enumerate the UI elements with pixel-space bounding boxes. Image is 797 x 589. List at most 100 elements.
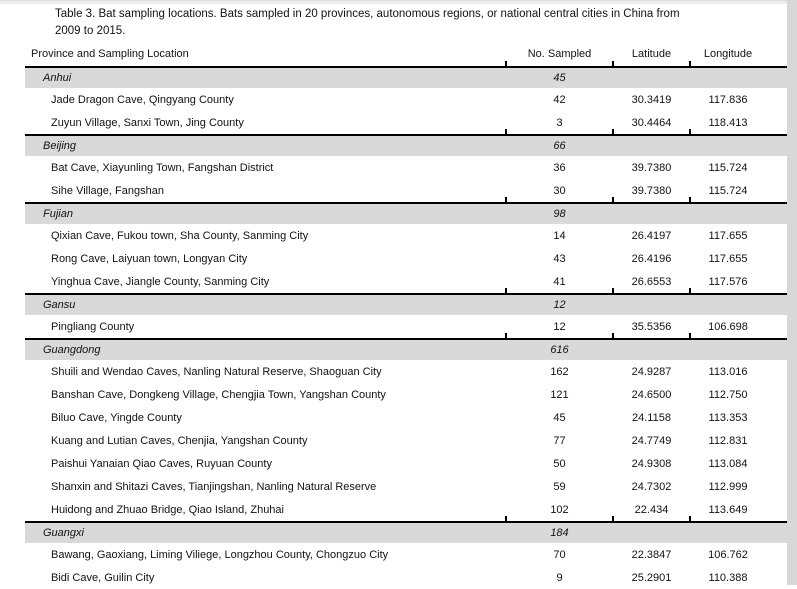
column-divider-tick [689, 333, 691, 338]
no-sampled-cell: 3 [556, 116, 563, 129]
sampling-table: Anhui 45 Jade Dragon Cave, Qingyang Coun… [25, 61, 787, 589]
column-divider-tick [505, 61, 507, 66]
province-total-sampled: 98 [553, 208, 566, 220]
table-caption-line1: Table 3. Bat sampling locations. Bats sa… [55, 8, 680, 20]
longitude-cell: 106.762 [708, 548, 748, 561]
province-section-gansu: Gansu 12 [25, 288, 787, 315]
longitude-cell: 117.655 [708, 252, 748, 265]
column-divider-tick [612, 129, 614, 134]
latitude-cell: 24.6500 [631, 388, 672, 401]
latitude-cell: 25.2901 [631, 571, 672, 584]
no-sampled-cell: 77 [553, 434, 566, 447]
longitude-cell: 106.698 [708, 320, 748, 333]
latitude-cell: 30.4464 [631, 116, 672, 129]
no-sampled-cell: 42 [553, 93, 566, 106]
province-total-sampled: 616 [550, 344, 569, 356]
location-cell: Bawang, Gaoxiang, Liming Viliege, Longzh… [51, 548, 389, 561]
longitude-cell: 115.724 [708, 161, 748, 174]
location-cell: Pingliang County [51, 320, 135, 333]
longitude-cell: 113.016 [708, 365, 748, 378]
table-row: Bawang, Gaoxiang, Liming Viliege, Longzh… [25, 543, 787, 566]
province-name: Anhui [43, 72, 72, 84]
table-row: Yinghua Cave, Jiangle County, Sanming Ci… [25, 270, 787, 293]
latitude-cell: 39.7380 [631, 161, 672, 174]
location-cell: Bidi Cave, Guilin City [51, 571, 155, 584]
province-name: Beijing [43, 140, 77, 152]
location-cell: Bat Cave, Xiayunling Town, Fangshan Dist… [51, 161, 274, 174]
no-sampled-cell: 45 [553, 411, 566, 424]
longitude-cell: 118.413 [708, 116, 748, 129]
province-total-sampled: 184 [550, 527, 569, 539]
table-row: Sihe Village, Fangshan 30 39.7380 115.72… [25, 179, 787, 202]
no-sampled-cell: 162 [550, 365, 569, 378]
column-header-location: Province and Sampling Location [31, 48, 189, 60]
column-divider-tick [689, 61, 691, 66]
table-caption: Table 3. Bat sampling locations. Bats sa… [55, 6, 765, 40]
no-sampled-cell: 121 [550, 388, 569, 401]
province-section-anhui: Anhui 45 [25, 61, 787, 88]
location-cell: Shuili and Wendao Caves, Nanling Natural… [51, 365, 382, 378]
no-sampled-cell: 43 [553, 252, 566, 265]
table-row: Shuili and Wendao Caves, Nanling Natural… [25, 360, 787, 383]
table-header-row: Province and Sampling Location No. Sampl… [25, 42, 787, 66]
latitude-cell: 35.5356 [631, 320, 672, 333]
province-section-guangxi: Guangxi 184 [25, 516, 787, 543]
column-divider-tick [505, 288, 507, 293]
table-row: Biluo Cave, Yingde County 45 24.1158 113… [25, 406, 787, 429]
table-row: Shanxin and Shitazi Caves, Tianjingshan,… [25, 475, 787, 498]
no-sampled-cell: 102 [550, 503, 569, 516]
latitude-cell: 24.1158 [632, 411, 671, 424]
column-divider-tick [612, 197, 614, 202]
table-row: Jade Dragon Cave, Qingyang County 42 30.… [25, 88, 787, 111]
window-top-edge [0, 0, 797, 4]
latitude-cell: 26.4197 [631, 229, 672, 242]
no-sampled-cell: 41 [553, 275, 566, 288]
location-cell: Jade Dragon Cave, Qingyang County [51, 93, 234, 106]
no-sampled-cell: 36 [553, 161, 566, 174]
province-name: Guangdong [43, 344, 101, 356]
latitude-cell: 26.6553 [631, 275, 672, 288]
column-divider-tick [689, 288, 691, 293]
column-divider-tick [689, 516, 691, 521]
column-divider-tick [689, 129, 691, 134]
table-row: Bidi Cave, Guilin City 9 25.2901 110.388 [25, 566, 787, 589]
province-total-sampled: 12 [553, 299, 566, 311]
column-divider-tick [505, 197, 507, 202]
column-divider-tick [689, 197, 691, 202]
no-sampled-cell: 50 [553, 457, 566, 470]
no-sampled-cell: 30 [553, 184, 566, 197]
no-sampled-cell: 70 [553, 548, 566, 561]
location-cell: Yinghua Cave, Jiangle County, Sanming Ci… [51, 275, 270, 288]
table-row: Huidong and Zhuao Bridge, Qiao Island, Z… [25, 498, 787, 521]
table-row: Kuang and Lutian Caves, Chenjia, Yangsha… [25, 429, 787, 452]
location-cell: Qixian Cave, Fukou town, Sha County, San… [51, 229, 309, 242]
no-sampled-cell: 9 [556, 571, 563, 584]
province-total-sampled: 66 [553, 140, 566, 152]
column-header-longitude: Longitude [703, 48, 753, 60]
longitude-cell: 113.084 [708, 457, 748, 470]
location-cell: Paishui Yanaian Qiao Caves, Ruyuan Count… [51, 457, 272, 470]
window-right-edge [787, 0, 797, 585]
column-divider-tick [612, 333, 614, 338]
column-divider-tick [612, 288, 614, 293]
province-section-guangdong: Guangdong 616 [25, 333, 787, 360]
longitude-cell: 117.836 [708, 93, 748, 106]
location-cell: Huidong and Zhuao Bridge, Qiao Island, Z… [51, 503, 284, 516]
province-total-sampled: 45 [553, 72, 566, 84]
location-cell: Zuyun Village, Sanxi Town, Jing County [51, 116, 244, 129]
longitude-cell: 115.724 [708, 184, 748, 197]
column-divider-tick [505, 129, 507, 134]
province-section-beijing: Beijing 66 [25, 129, 787, 156]
table-row: Qixian Cave, Fukou town, Sha County, San… [25, 224, 787, 247]
column-header-no-sampled: No. Sampled [527, 48, 592, 60]
province-section-fujian: Fujian 98 [25, 197, 787, 224]
column-divider-tick [505, 516, 507, 521]
longitude-cell: 110.388 [708, 571, 748, 584]
location-cell: Rong Cave, Laiyuan town, Longyan City [51, 252, 248, 265]
latitude-cell: 26.4196 [631, 252, 672, 265]
longitude-cell: 112.831 [708, 434, 748, 447]
table-caption-line2: 2009 to 2015. [55, 25, 126, 37]
column-divider-tick [612, 61, 614, 66]
province-name: Guangxi [43, 527, 84, 539]
location-cell: Shanxin and Shitazi Caves, Tianjingshan,… [51, 480, 377, 493]
